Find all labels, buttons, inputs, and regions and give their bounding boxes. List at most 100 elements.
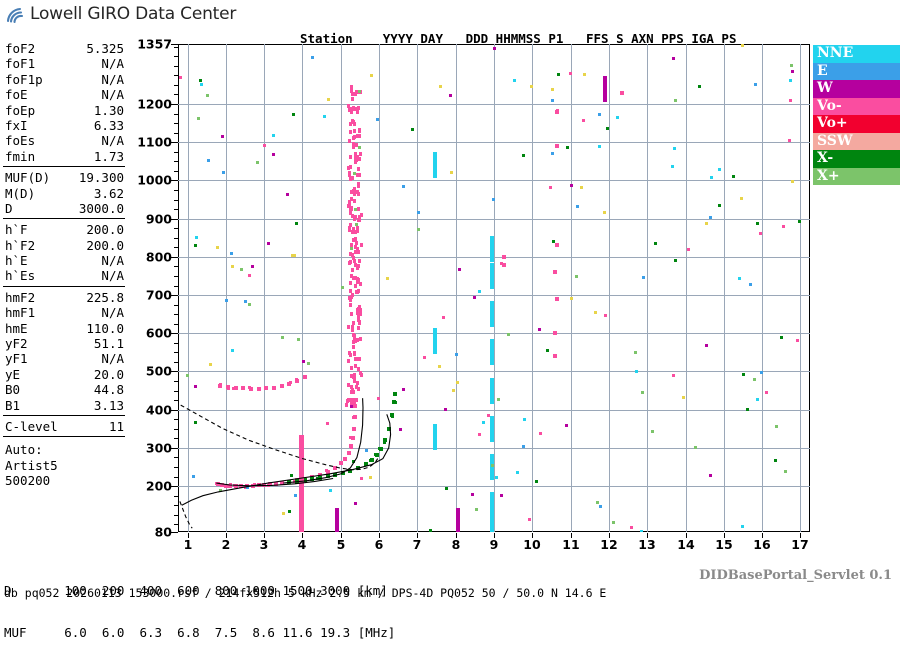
x-axis-label: 11 <box>562 537 580 552</box>
data-point <box>358 152 362 157</box>
data-point <box>219 489 223 493</box>
data-point <box>529 84 533 88</box>
param-row-he: h`E N/A <box>0 253 128 268</box>
data-point <box>244 299 248 303</box>
data-point <box>295 222 299 226</box>
legend-item-x[interactable]: X- <box>813 150 900 168</box>
x-tick <box>341 533 342 538</box>
data-point <box>551 151 554 155</box>
legend-item-nne[interactable]: NNE <box>813 45 900 63</box>
data-point <box>375 117 379 121</box>
param-group-virtual-heights: h`F 200.0 h`F2 200.0 h`E N/A h`Es N/A <box>0 221 128 284</box>
data-point <box>522 153 526 157</box>
y-tick-minor <box>174 314 178 315</box>
data-point <box>455 507 460 532</box>
data-point <box>694 446 698 450</box>
legend-item-ssw[interactable]: SSW <box>813 132 900 150</box>
data-point <box>598 504 602 508</box>
data-point <box>351 145 355 149</box>
legend-item-x[interactable]: X+ <box>813 167 900 185</box>
data-point <box>356 189 359 194</box>
data-point <box>357 305 361 310</box>
data-point <box>650 429 654 433</box>
data-point <box>375 452 380 457</box>
param-key: yF1 <box>5 351 28 367</box>
data-point <box>273 481 278 486</box>
data-point <box>620 90 625 95</box>
param-key: B0 <box>5 382 21 398</box>
data-point <box>515 471 519 475</box>
data-point <box>377 397 381 401</box>
data-point <box>359 337 363 342</box>
model-trace <box>216 477 334 487</box>
data-point <box>350 92 354 97</box>
data-point <box>539 431 543 435</box>
data-point <box>377 447 381 451</box>
param-row-fxi: fxI 6.33 <box>0 118 128 133</box>
param-value: 51.1 <box>93 336 124 352</box>
data-point <box>356 311 359 316</box>
data-point <box>271 153 275 157</box>
data-point <box>294 478 299 483</box>
y-tick-major <box>171 371 178 372</box>
y-axis-label: 200 <box>145 478 172 494</box>
param-value: 3000.0 <box>78 200 124 216</box>
param-key: foE <box>5 87 28 103</box>
data-point <box>486 413 490 417</box>
y-tick-minor <box>174 56 178 57</box>
data-point <box>248 385 251 389</box>
data-point <box>551 99 555 103</box>
data-point <box>352 134 356 139</box>
y-tick-minor <box>174 47 178 48</box>
data-point <box>350 119 354 123</box>
param-value: 11 <box>108 418 124 434</box>
data-point <box>490 377 495 404</box>
y-tick-minor <box>174 352 178 353</box>
y-tick-minor <box>174 247 178 248</box>
y-tick-major <box>171 295 178 296</box>
data-point <box>326 97 330 101</box>
data-point <box>344 403 348 408</box>
data-point <box>641 391 645 395</box>
param-row-hmf1: hmF1 N/A <box>0 305 128 320</box>
y-axis-label: 80 <box>154 524 172 540</box>
x-tick <box>762 533 763 538</box>
y-axis-label: 800 <box>145 249 172 265</box>
divider <box>3 436 125 438</box>
ionogram-plot[interactable] <box>178 44 810 532</box>
data-point <box>390 414 394 418</box>
data-point <box>496 397 500 401</box>
data-point <box>355 229 359 234</box>
y-tick-minor <box>174 305 178 306</box>
data-point <box>226 386 230 390</box>
data-point <box>369 74 373 78</box>
data-point <box>333 465 338 470</box>
y-tick-minor <box>174 362 178 363</box>
data-point <box>349 303 353 307</box>
x-axis-label: 15 <box>715 537 733 552</box>
y-tick-minor <box>174 286 178 287</box>
legend-item-vo[interactable]: Vo- <box>813 97 900 115</box>
data-point <box>338 461 343 466</box>
param-group-profile: hmF2 225.8 hmF1 N/A hmE 110.0 yF2 51.1 yF1 N/A yE 2… <box>0 289 128 413</box>
data-point <box>553 331 558 336</box>
legend-item-vo[interactable]: Vo+ <box>813 115 900 133</box>
data-point <box>355 357 359 361</box>
data-point <box>564 423 568 427</box>
data-point <box>740 44 744 47</box>
y-tick-major <box>171 44 178 45</box>
data-point <box>490 415 495 442</box>
param-value: 19.300 <box>78 170 124 186</box>
data-point <box>748 282 752 286</box>
legend-item-e[interactable]: E <box>813 62 900 80</box>
data-point <box>298 434 304 461</box>
data-point <box>224 484 228 489</box>
data-point <box>709 474 712 478</box>
data-point <box>499 261 503 265</box>
legend-item-w[interactable]: W <box>813 80 900 98</box>
data-point <box>555 243 560 248</box>
y-axis-label: 1357 <box>137 36 172 52</box>
polarization-legend[interactable]: NNE E W Vo- Vo+ SSW X- X+ <box>813 45 900 185</box>
data-point <box>221 483 224 487</box>
model-trace <box>283 398 364 484</box>
